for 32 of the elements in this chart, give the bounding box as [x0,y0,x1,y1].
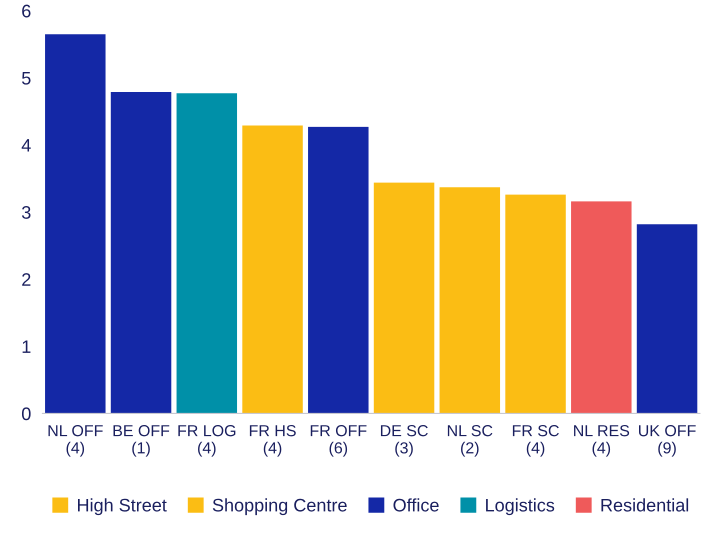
bar [45,34,106,414]
x-tick-label: FR OFF (6) [310,425,366,457]
x-tick-label: NL OFF (4) [48,425,103,457]
bar [176,93,238,414]
x-tick-label: FR SC (4) [512,425,559,457]
x-tick-label: NL SC (2) [448,425,492,457]
bar [636,224,698,414]
x-tick-label: FR LOG (4) [178,425,236,457]
y-tick-label: 0 [22,407,31,420]
legend-label: High Street [78,498,167,516]
bar [242,126,303,414]
y-tick-label: 1 [22,340,30,353]
bar [308,126,369,414]
x-tick-label: BE OFF (1) [114,425,170,457]
legend-label: Shopping Centre [212,498,347,516]
x-tick-label: UK OFF (9) [639,425,696,457]
bar [440,187,500,414]
legend-label: Residential [601,498,688,512]
y-tick-label: 2 [22,273,30,286]
legend-label: Logistics [486,498,554,516]
bar [110,92,172,414]
y-tick-label: 3 [22,206,31,219]
x-tick-label: NL RES (4) [574,425,630,457]
y-tick-label: 6 [22,4,31,18]
x-tick-label: FR HS (4) [250,425,296,457]
legend-label: Office [393,498,439,512]
bar [571,201,632,414]
x-tick-label: DE SC (3) [380,425,428,457]
y-tick-label: 5 [22,72,31,85]
bar [374,182,434,414]
y-tick-label: 4 [22,139,31,152]
bar [505,194,566,414]
